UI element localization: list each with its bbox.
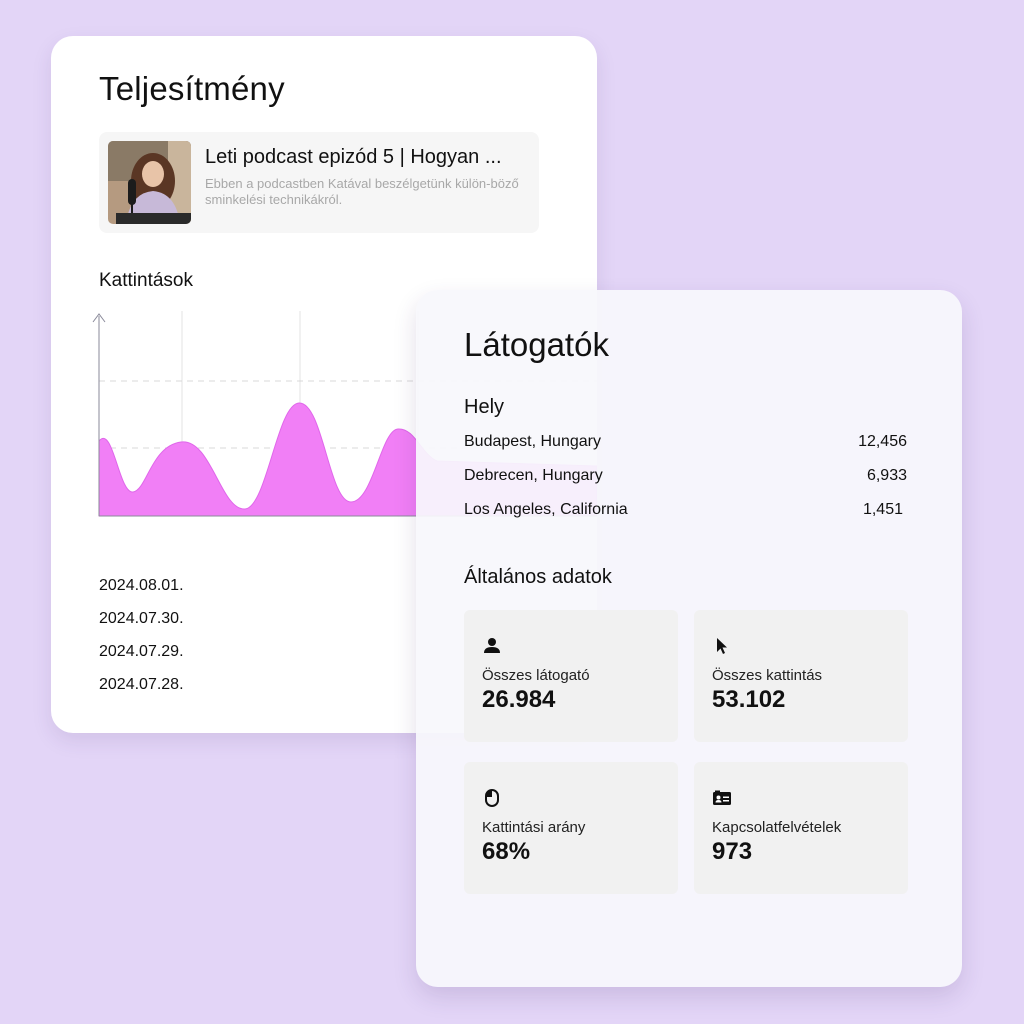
podcast-title: Leti podcast epizód 5 | Hogyan ... — [205, 146, 502, 168]
date-item: 2024.08.01. — [99, 577, 184, 594]
stat-value: 53.102 — [712, 686, 786, 713]
podcast-item[interactable]: Leti podcast epizód 5 | Hogyan ... Ebben… — [99, 132, 539, 233]
stat-label: Összes kattintás — [712, 667, 823, 684]
stat-label: Kapcsolatfelvételek — [712, 819, 842, 836]
stat-label: Kattintási arány — [482, 819, 586, 836]
general-data-label: Általános adatok — [464, 566, 612, 588]
date-list: 2024.08.01. 2024.07.30. 2024.07.29. 2024… — [99, 576, 184, 708]
performance-title: Teljesítmény — [99, 70, 285, 107]
chart-y-axis-arrow — [92, 313, 106, 323]
stat-value: 26.984 — [482, 686, 556, 713]
stat-value: 973 — [712, 838, 753, 865]
location-name: Debrecen, Hungary — [464, 467, 603, 484]
podcast-description: Ebben a podcastben Katával beszélgetünk … — [205, 176, 519, 207]
stat-value: 68% — [482, 838, 531, 865]
cursor-icon — [712, 636, 732, 656]
date-item: 2024.07.30. — [99, 610, 184, 627]
stat-click-rate: Kattintási arány 68% — [464, 762, 678, 894]
user-icon — [482, 636, 502, 656]
location-list: Budapest, Hungary 12,456 Debrecen, Hunga… — [464, 432, 907, 534]
visitors-title: Látogatók — [464, 326, 609, 363]
location-label: Hely — [464, 396, 505, 418]
date-item: 2024.07.29. — [99, 643, 184, 660]
visitors-card: Látogatók Hely Budapest, Hungary 12,456 … — [416, 290, 962, 987]
contact-card-icon — [712, 788, 732, 808]
location-row: Debrecen, Hungary 6,933 — [464, 466, 907, 500]
stat-contacts: Kapcsolatfelvételek 973 — [694, 762, 908, 894]
location-row: Budapest, Hungary 12,456 — [464, 432, 907, 466]
stat-label: Összes látogató — [482, 667, 590, 684]
stat-total-clicks: Összes kattintás 53.102 — [694, 610, 908, 742]
mouse-icon — [482, 788, 502, 808]
date-item: 2024.07.28. — [99, 676, 184, 693]
location-value: 6,933 — [866, 467, 907, 484]
location-name: Budapest, Hungary — [464, 433, 601, 450]
location-value: 12,456 — [858, 433, 907, 450]
location-row: Los Angeles, California 1,451 — [464, 500, 907, 534]
location-value: 1,451 — [862, 501, 903, 518]
podcast-thumbnail — [108, 141, 191, 224]
location-name: Los Angeles, California — [464, 501, 628, 518]
stat-total-visitors: Összes látogató 26.984 — [464, 610, 678, 742]
clicks-label: Kattintások — [99, 270, 193, 291]
